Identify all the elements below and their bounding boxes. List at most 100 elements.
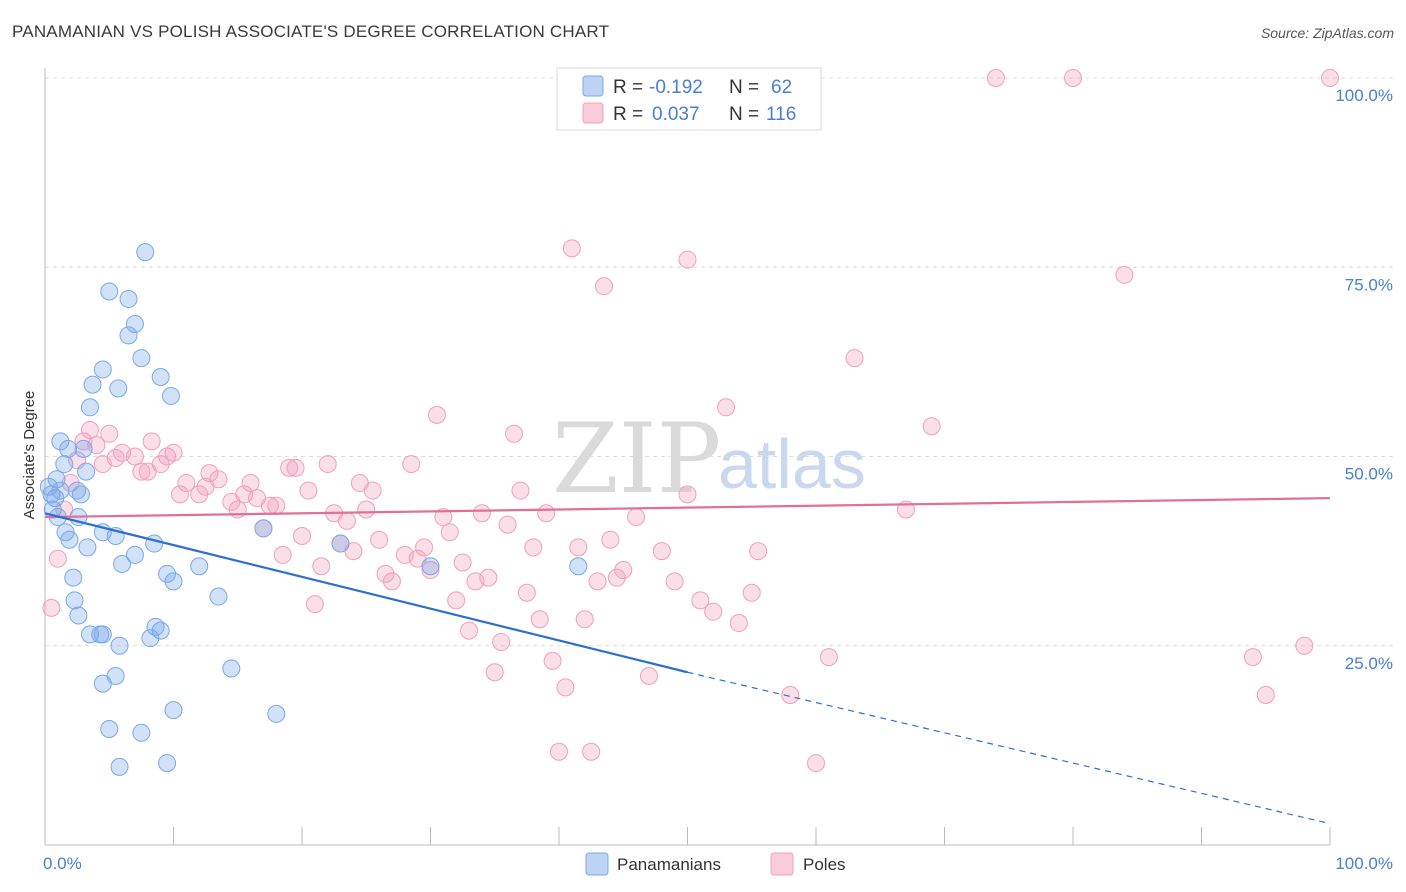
poles-point — [569, 538, 588, 557]
panamanians-point — [55, 455, 74, 474]
poles-points — [42, 69, 1339, 773]
legend-r-label-1: R = — [613, 77, 643, 98]
poles-point — [582, 742, 601, 761]
poles-point — [337, 511, 356, 530]
poles-point — [312, 557, 331, 576]
poles-point — [665, 572, 684, 591]
panamanians-point — [78, 538, 97, 557]
poles-point — [370, 530, 389, 549]
poles-point — [691, 591, 710, 610]
legend-n-value-1: 62 — [771, 77, 792, 98]
poles-point — [1115, 265, 1134, 284]
poles-point — [607, 568, 626, 587]
watermark-atlas: atlas — [718, 425, 866, 503]
poles-point — [440, 523, 459, 542]
panamanians-point — [69, 606, 88, 625]
x-tick-label: 0.0% — [43, 854, 82, 873]
panamanians-point — [145, 534, 164, 553]
poles-point — [357, 500, 376, 519]
y-tick-label: 75.0% — [1345, 275, 1393, 294]
source-label: Source: ZipAtlas.com — [1260, 25, 1394, 41]
poles-point — [1295, 636, 1314, 655]
panamanians-point — [151, 621, 170, 640]
panamanians-point — [77, 462, 96, 481]
poles-point — [318, 455, 337, 474]
panamanians-point — [132, 349, 151, 368]
tick-labels: 25.0% 50.0% 75.0% 100.0% 0.0% 100.0% — [43, 86, 1393, 873]
panamanians-point — [119, 290, 138, 309]
poles-point — [614, 561, 633, 580]
poles-point — [652, 542, 671, 561]
poles-point — [421, 561, 440, 580]
poles-point — [492, 632, 511, 651]
legend-n-label-1: N = — [729, 77, 759, 98]
legend-r-value-2: 0.037 — [652, 104, 700, 125]
panamanians-point — [80, 398, 99, 417]
poles-point — [363, 481, 382, 500]
chart-title: PANAMANIAN VS POLISH ASSOCIATE'S DEGREE … — [12, 22, 610, 41]
poles-point — [209, 470, 228, 489]
poles-point — [1321, 69, 1339, 87]
panamanians-point — [569, 557, 588, 576]
panamanians-point — [267, 704, 286, 723]
poles-point — [177, 473, 196, 492]
poles-point — [588, 572, 607, 591]
poles-point — [427, 405, 446, 424]
panamanians-point — [151, 368, 170, 387]
poles-point — [729, 614, 748, 633]
panamanians-point — [39, 477, 58, 496]
legend-bottom: Panamanians Poles — [585, 852, 846, 876]
axes — [44, 68, 1331, 846]
panamanians-point — [100, 720, 119, 739]
poles-point — [42, 598, 61, 617]
poles-point — [562, 239, 581, 258]
panamanians-point — [158, 564, 177, 583]
legend-top: R = -0.192 N = 62 R = 0.037 N = 116 — [556, 67, 822, 131]
legend-swatch-blue — [582, 75, 604, 97]
panamanians-point — [71, 485, 90, 504]
panamanians-point — [222, 659, 241, 678]
poles-point — [498, 515, 517, 534]
legend-item-panamanians: Panamanians — [617, 855, 721, 874]
panamanians-point — [60, 530, 79, 549]
poles-point — [1256, 685, 1275, 704]
poles-point — [241, 473, 260, 492]
poles-point — [639, 667, 658, 686]
poles-point — [402, 455, 421, 474]
panamanians-point — [47, 470, 66, 489]
poles-point — [472, 504, 491, 523]
poles-point — [845, 349, 864, 368]
panamanians-point — [141, 629, 160, 648]
poles-point — [170, 485, 189, 504]
poles-point — [704, 602, 723, 621]
legend-n-value-2: 116 — [766, 104, 796, 125]
poles-point — [1243, 648, 1262, 667]
gridlines — [45, 77, 1395, 647]
poles-point — [627, 508, 646, 527]
poles-point — [601, 530, 620, 549]
panamanians-point — [164, 572, 183, 591]
poles-point — [594, 277, 613, 296]
panamanians-point — [59, 439, 78, 458]
poles-point — [807, 754, 825, 773]
y-tick-label: 100.0% — [1335, 86, 1393, 105]
poles-point — [447, 591, 466, 610]
poles-point — [530, 610, 549, 629]
poles-point — [151, 455, 170, 474]
y-axis-label: Associate's Degree — [21, 391, 38, 520]
poles-point — [460, 621, 479, 640]
poles-point — [819, 648, 838, 667]
poles-point — [537, 504, 556, 523]
watermark-zip: ZIP — [552, 403, 721, 515]
poles-point — [986, 69, 1005, 87]
poles-point — [511, 481, 530, 500]
legend-r-value-1: -0.192 — [649, 77, 703, 98]
poles-point — [505, 424, 524, 443]
poles-point — [678, 485, 697, 504]
panamanians-point — [331, 534, 350, 553]
legend-n-label-2: N = — [729, 104, 759, 125]
poles-point — [517, 583, 536, 602]
poles-point — [415, 538, 434, 557]
poles-point — [273, 545, 292, 564]
panamanians-point — [51, 432, 70, 451]
